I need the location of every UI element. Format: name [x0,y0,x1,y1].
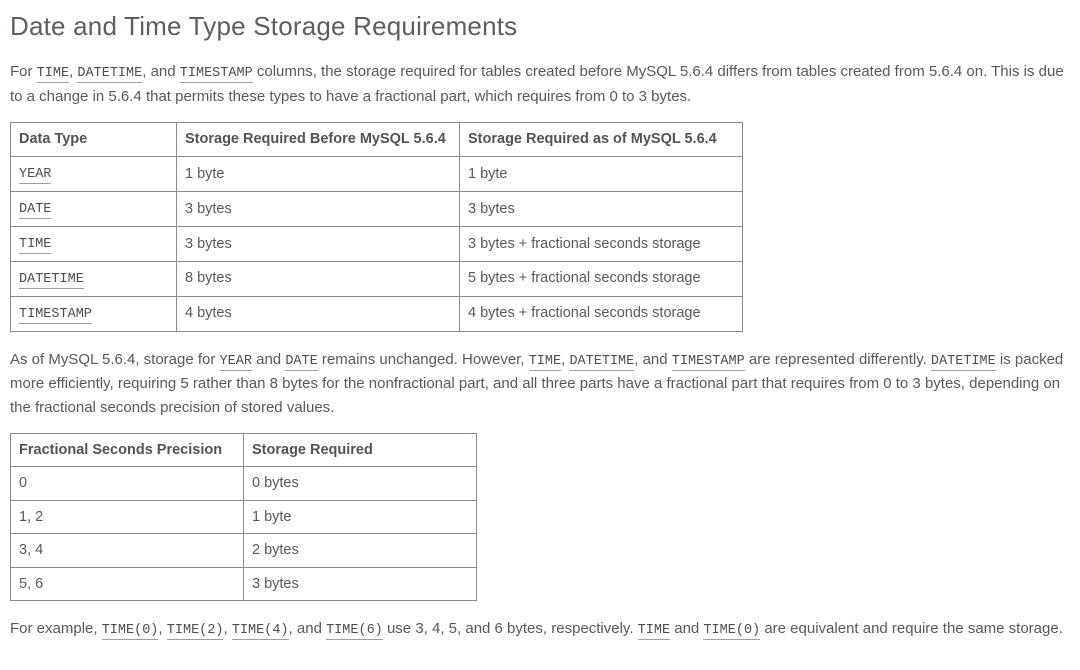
example-paragraph: For example, TIME(0), TIME(2), TIME(4), … [10,617,1070,642]
table-header: Storage Required as of MySQL 5.6.4 [460,123,743,156]
code-data-type[interactable]: TIME [19,237,51,254]
code-time2[interactable]: TIME(2) [167,623,224,640]
cell-storage-before: 3 bytes [177,226,460,261]
code-data-type[interactable]: YEAR [19,167,51,184]
table-header: Storage Required [244,433,477,466]
code-time[interactable]: TIME [638,623,670,640]
cell-storage-before: 1 byte [177,156,460,191]
cell-storage-after: 4 bytes + fractional seconds storage [460,296,743,331]
text: As of MySQL 5.6.4, storage for [10,351,220,368]
code-datetime[interactable]: DATETIME [931,354,996,371]
text: and [252,351,285,368]
code-datetime[interactable]: DATETIME [569,354,634,371]
code-time4[interactable]: TIME(4) [232,623,289,640]
cell-storage-after: 3 bytes [460,191,743,226]
table-row: YEAR 1 byte1 byte [11,156,743,191]
table-row: 00 bytes [11,467,477,500]
code-time6[interactable]: TIME(6) [326,623,383,640]
table-row: 1, 21 byte [11,500,477,533]
cell-precision: 5, 6 [11,567,244,600]
code-data-type[interactable]: DATE [19,202,51,219]
cell-data-type: TIME [11,226,177,261]
code-datetime[interactable]: DATETIME [77,66,142,83]
text: , and [634,351,672,368]
cell-storage: 0 bytes [244,467,477,500]
text: For [10,63,37,80]
table-header: Storage Required Before MySQL 5.6.4 [177,123,460,156]
code-time0[interactable]: TIME(0) [703,623,760,640]
cell-data-type: DATETIME [11,261,177,296]
code-time[interactable]: TIME [37,66,69,83]
cell-data-type: YEAR [11,156,177,191]
cell-storage: 1 byte [244,500,477,533]
text: are equivalent and require the same stor… [760,620,1063,637]
table-row: 3, 42 bytes [11,534,477,567]
cell-data-type: DATE [11,191,177,226]
cell-data-type: TIMESTAMP [11,296,177,331]
cell-storage: 3 bytes [244,567,477,600]
intro-paragraph: For TIME, DATETIME, and TIMESTAMP column… [10,60,1070,108]
cell-storage-before: 8 bytes [177,261,460,296]
text: , [223,620,231,637]
code-date[interactable]: DATE [285,354,317,371]
code-year[interactable]: YEAR [220,354,252,371]
cell-storage-before: 4 bytes [177,296,460,331]
code-time[interactable]: TIME [529,354,561,371]
text: and [670,620,703,637]
text: For example, [10,620,102,637]
fractional-seconds-table: Fractional Seconds PrecisionStorage Requ… [10,433,477,601]
table-row: TIMESTAMP 4 bytes4 bytes + fractional sec… [11,296,743,331]
mid-paragraph: As of MySQL 5.6.4, storage for YEAR and … [10,348,1070,419]
code-timestamp[interactable]: TIMESTAMP [672,354,745,371]
cell-precision: 1, 2 [11,500,244,533]
table-row: TIME 3 bytes3 bytes + fractional seconds … [11,226,743,261]
cell-precision: 0 [11,467,244,500]
cell-storage-after: 1 byte [460,156,743,191]
cell-precision: 3, 4 [11,534,244,567]
section-heading: Date and Time Type Storage Requirements [10,6,1070,46]
storage-table: Data TypeStorage Required Before MySQL 5… [10,122,743,331]
text: , [158,620,166,637]
code-data-type[interactable]: TIMESTAMP [19,307,92,324]
table-header: Fractional Seconds Precision [11,433,244,466]
text: use 3, 4, 5, and 6 bytes, respectively. [383,620,638,637]
page-container: Date and Time Type Storage Requirements … [0,0,1080,670]
cell-storage: 2 bytes [244,534,477,567]
code-timestamp[interactable]: TIMESTAMP [180,66,253,83]
cell-storage-after: 3 bytes + fractional seconds storage [460,226,743,261]
text: remains unchanged. However, [318,351,529,368]
code-data-type[interactable]: DATETIME [19,272,84,289]
table-row: DATE 3 bytes3 bytes [11,191,743,226]
text: , and [142,63,180,80]
text: are represented differently. [745,351,931,368]
text: , and [289,620,327,637]
table-row: DATETIME 8 bytes5 bytes + fractional seco… [11,261,743,296]
code-time0[interactable]: TIME(0) [102,623,159,640]
table-header: Data Type [11,123,177,156]
table-row: 5, 63 bytes [11,567,477,600]
cell-storage-before: 3 bytes [177,191,460,226]
cell-storage-after: 5 bytes + fractional seconds storage [460,261,743,296]
